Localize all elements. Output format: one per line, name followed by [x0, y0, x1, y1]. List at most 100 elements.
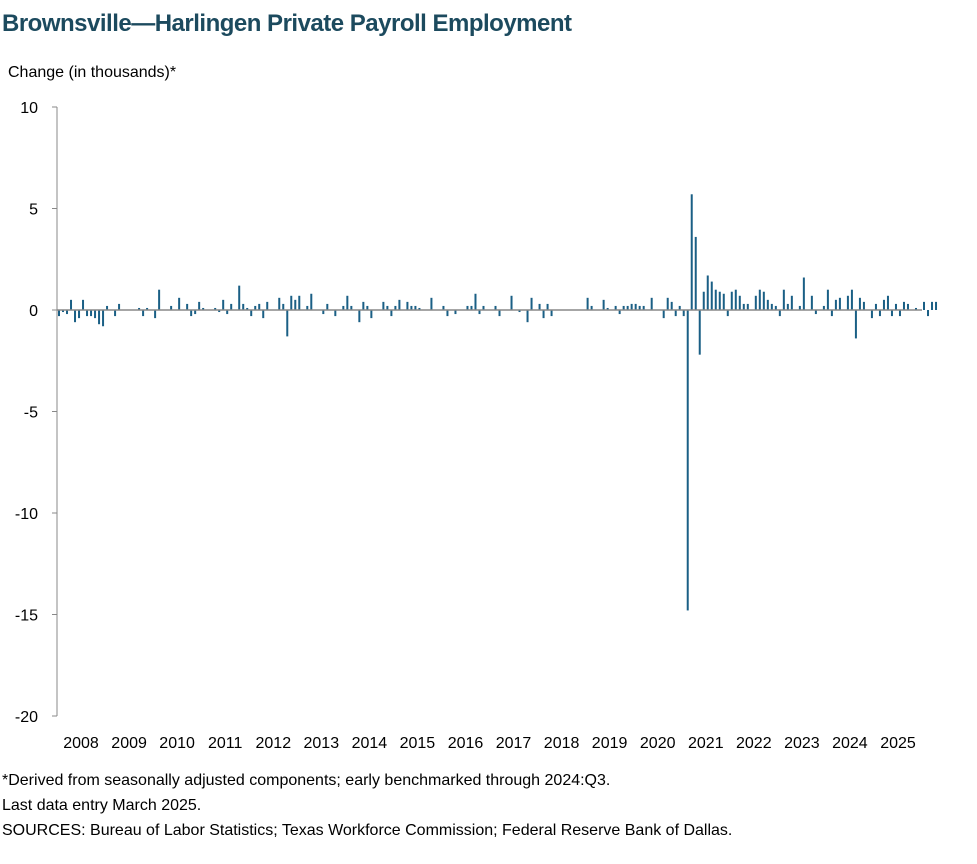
bar: [786, 303, 789, 310]
bar: [498, 310, 501, 317]
bar: [398, 299, 401, 310]
bar: [82, 299, 85, 310]
bar: [394, 305, 397, 310]
x-tick-label: 2019: [592, 735, 628, 752]
bar: [170, 305, 173, 310]
bar: [66, 310, 69, 315]
y-tick-label: -10: [15, 506, 38, 523]
bar: [686, 310, 689, 611]
bar: [810, 295, 813, 310]
bar: [418, 307, 421, 310]
bar: [190, 310, 193, 317]
bar: [250, 310, 253, 317]
x-tick-label: 2021: [688, 735, 724, 752]
bar: [542, 310, 545, 319]
bar: [102, 310, 105, 327]
bar: [870, 310, 873, 319]
bar: [714, 289, 717, 310]
bar: [690, 194, 693, 310]
bar: [858, 297, 861, 310]
bar: [194, 310, 197, 315]
bar: [482, 305, 485, 310]
bar: [246, 307, 249, 310]
bar: [774, 305, 777, 310]
bar: [242, 303, 245, 310]
bar: [622, 305, 625, 310]
bar: [886, 295, 889, 310]
bar: [326, 303, 329, 310]
bar: [382, 301, 385, 310]
bar: [914, 307, 917, 310]
y-tick-label: -5: [24, 405, 38, 422]
bar: [614, 305, 617, 310]
bar: [406, 301, 409, 310]
bar: [306, 305, 309, 310]
bar: [650, 297, 653, 310]
bar: [674, 310, 677, 317]
bar: [454, 310, 457, 315]
x-tick-label: 2022: [736, 735, 772, 752]
bar: [366, 305, 369, 310]
sources-note: SOURCES: Bureau of Labor Statistics; Tex…: [2, 822, 733, 839]
bar: [662, 310, 665, 319]
bar: [606, 307, 609, 310]
bar: [822, 305, 825, 310]
bar: [830, 310, 833, 317]
x-tick-label: 2014: [352, 735, 388, 752]
bar: [586, 297, 589, 310]
bar: [254, 305, 257, 310]
bar: [106, 305, 109, 310]
bar: [410, 305, 413, 310]
bar: [322, 310, 325, 315]
bar: [282, 303, 285, 310]
bar: [698, 310, 701, 355]
bar: [814, 310, 817, 315]
bar: [802, 277, 805, 310]
bar: [906, 303, 909, 310]
bar: [602, 299, 605, 310]
bar: [114, 310, 117, 317]
x-tick-label: 2010: [159, 735, 195, 752]
footnote: *Derived from seasonally adjusted compon…: [2, 772, 611, 789]
chart-notes: *Derived from seasonally adjusted compon…: [2, 768, 732, 843]
bar: [466, 305, 469, 310]
bar: [430, 297, 433, 310]
bar: [74, 310, 77, 323]
x-tick-label: 2013: [304, 735, 340, 752]
bar: [778, 310, 781, 317]
bar: [494, 305, 497, 310]
bar: [358, 310, 361, 323]
bar: [546, 303, 549, 310]
last-entry-note: Last data entry March 2025.: [2, 797, 202, 814]
bar: [894, 303, 897, 310]
x-tick-label: 2016: [448, 735, 484, 752]
bar: [258, 303, 261, 310]
bar: [298, 295, 301, 310]
bar: [782, 289, 785, 310]
x-tick-label: 2023: [784, 735, 820, 752]
bar: [58, 310, 60, 317]
bar: [362, 301, 365, 310]
y-tick-label: -15: [15, 608, 38, 625]
x-tick-label: 2012: [256, 735, 292, 752]
bar: [706, 275, 709, 310]
bar: [138, 307, 141, 310]
bar: [862, 301, 865, 310]
bar: [346, 295, 349, 310]
bar: [766, 299, 769, 310]
bar: [238, 285, 241, 310]
x-tick-label: 2009: [111, 735, 147, 752]
bar: [882, 299, 885, 310]
bar: [86, 310, 89, 317]
x-tick-label: 2025: [880, 735, 916, 752]
bar: [798, 305, 801, 310]
bar: [854, 310, 857, 339]
bar: [98, 310, 101, 325]
bar: [838, 297, 841, 310]
bar: [146, 307, 149, 310]
y-tick-label: -20: [15, 709, 38, 726]
bar: [682, 310, 685, 317]
bar: [634, 303, 637, 310]
bar: [898, 310, 901, 317]
bar: [758, 289, 761, 310]
